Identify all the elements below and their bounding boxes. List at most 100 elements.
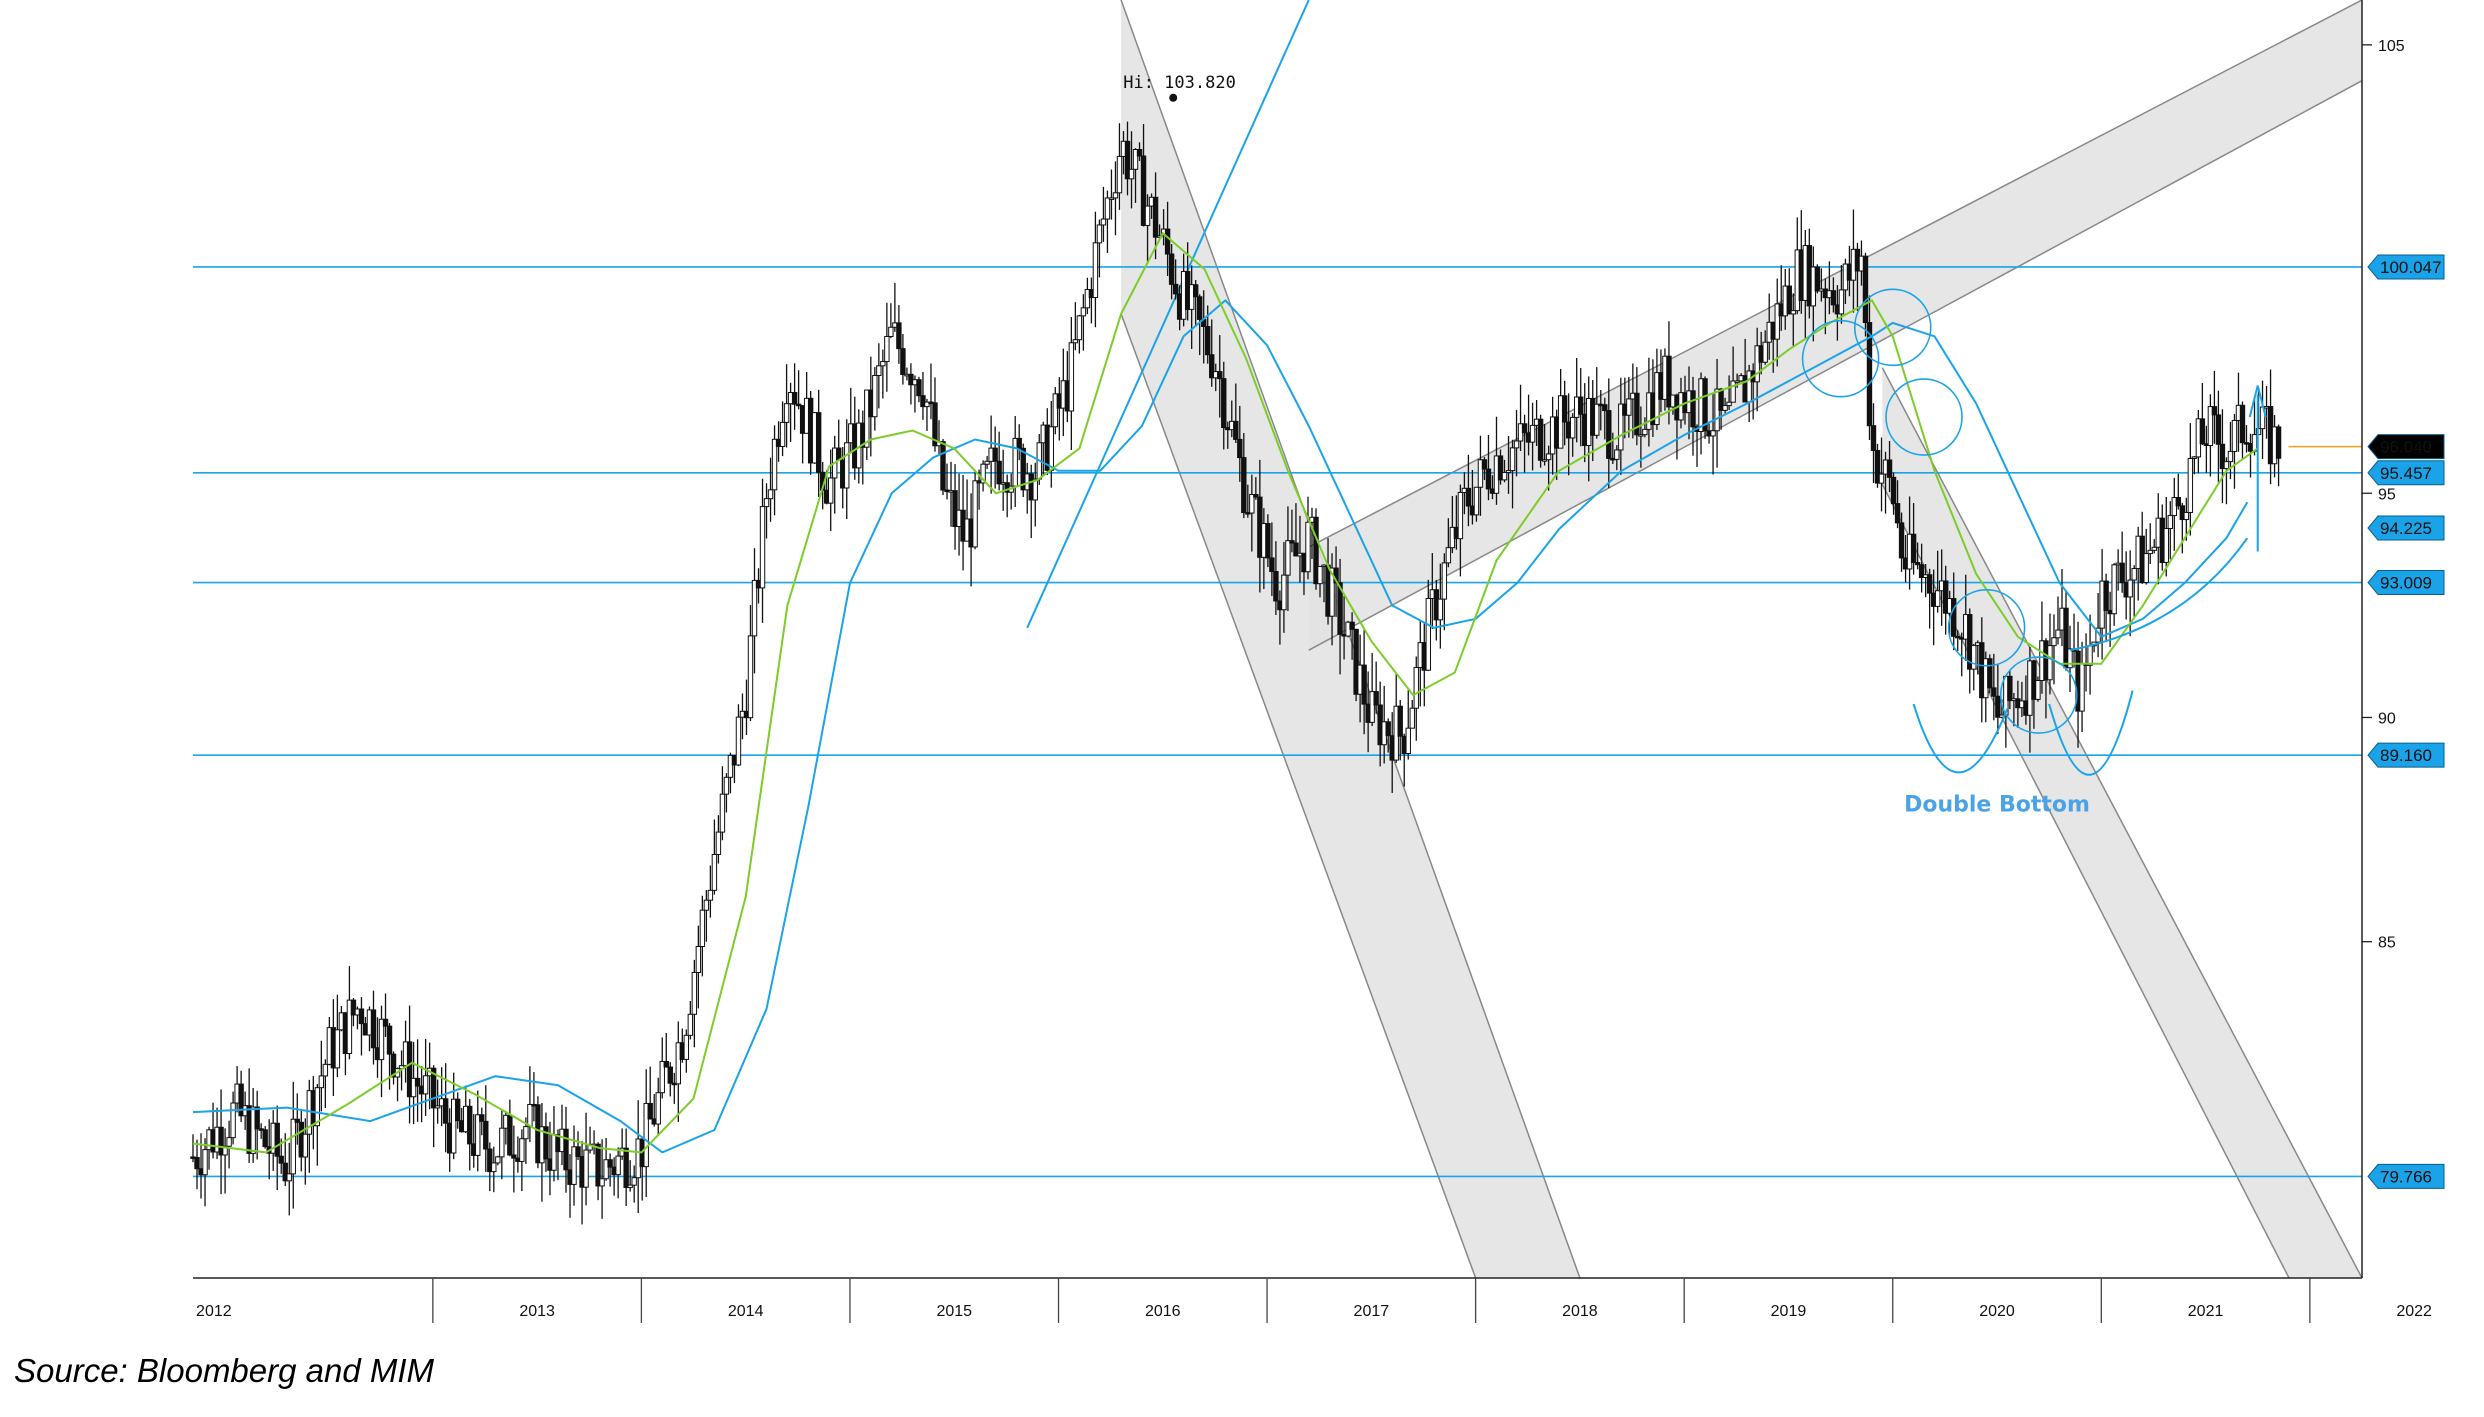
candle-body [1561,395,1568,423]
candle-body [1606,410,1612,459]
candle-body [1100,218,1107,226]
candle-body [2163,527,2169,564]
candle-body [1690,390,1696,428]
candle-body [1501,472,1508,481]
up-arrow-icon [2248,385,2267,418]
candle-body [1289,540,1295,544]
candle-body [1349,621,1355,630]
candle-body [1092,242,1099,299]
candle-body [1425,598,1432,671]
candle-body [1618,403,1624,451]
candle-body [1914,561,1921,566]
candle-body [1221,378,1227,429]
candle-body [571,1146,577,1185]
candle-body [1273,571,1279,602]
candle-body [2119,562,2125,584]
price-candles [190,121,2282,1225]
candle-body [1473,486,1480,516]
candle-body [1369,691,1375,723]
candle-body [1293,542,1299,557]
candle-body [1168,253,1175,285]
candle-body [1080,307,1087,317]
x-tick-label-2015: 2015 [936,1303,972,1320]
candle-body [2067,648,2073,669]
candle-body [727,754,734,778]
candle-body [1052,393,1059,428]
candle-body [2227,450,2234,463]
candle-body [2079,663,2085,712]
x-tick-label-2021: 2021 [2188,1303,2224,1320]
candle-body [318,1075,325,1089]
source-note: Source: Bloomberg and MIM [14,1352,435,1389]
candle-body [1361,664,1367,705]
candle-body [1329,567,1335,617]
candle-body [627,1184,633,1189]
candle-body [2275,426,2282,459]
candle-body [1971,644,1977,670]
candle-body [2207,406,2214,447]
candle-body [647,1102,653,1120]
candle-body [2183,511,2190,521]
candle-body [1594,403,1600,436]
candle-body [880,361,886,367]
candle-body [1497,455,1504,481]
candle-body [844,442,850,489]
candle-body [888,326,894,337]
candle-body [603,1159,609,1180]
candle-body [2231,419,2238,452]
candle-body [1385,721,1391,737]
candle-body [1409,707,1415,729]
trend-channel-2 [1308,0,2362,651]
candle-body [1249,494,1255,514]
candle-body [1337,582,1343,635]
candle-body [1910,533,1917,563]
candle-body [1898,522,1905,559]
candle-body [350,999,357,1016]
candle-body [467,1105,473,1145]
x-tick-label-2013: 2013 [519,1303,555,1320]
candle-body [763,498,770,508]
candle-body [2143,553,2149,584]
candle-body [2127,579,2133,598]
candle-body [1172,283,1179,295]
candle-body [422,1075,429,1095]
candle-body [2007,675,2013,702]
candle-body [1995,695,2001,718]
level-badge-5-shape [2367,742,2445,768]
candle-body [1124,140,1131,180]
candle-body [1762,341,1768,363]
candle-body [631,1177,637,1186]
candle-body [783,403,790,423]
highlight-circle-2 [1853,288,1932,367]
candle-body [1152,196,1159,238]
y-tick-label-90: 90 [2378,710,2396,727]
candle-body [992,447,998,462]
candle-body [2239,404,2246,444]
candle-body [1529,424,1536,443]
candle-body [1513,440,1520,449]
candle-body [286,1173,292,1182]
candle-body [1838,289,1845,315]
candle-body [723,776,730,795]
candle-body [479,1114,485,1122]
highlight-circle-4 [1947,588,2026,667]
last-price-badge-label: 96.040 [2380,438,2432,457]
level-badge-2-label: 95.457 [2380,464,2432,483]
candle-body [675,1042,681,1085]
candle-body [1132,149,1139,170]
candle-body [1886,459,1893,478]
channel-1-edge-1 [1120,0,1581,1279]
candle-body [695,945,702,973]
candle-body [230,1102,236,1139]
double-bottom-arc-2 [2048,690,2134,776]
candle-body [406,1041,413,1098]
candle-body [238,1083,244,1117]
candle-body [876,365,882,377]
candle-body [370,1009,377,1049]
candle-body [699,909,706,947]
candle-body [1726,401,1732,407]
candle-body [683,1034,690,1060]
level-badge-5-label: 89.160 [2380,746,2432,765]
candle-body [667,1066,673,1084]
candle-body [643,1102,649,1168]
